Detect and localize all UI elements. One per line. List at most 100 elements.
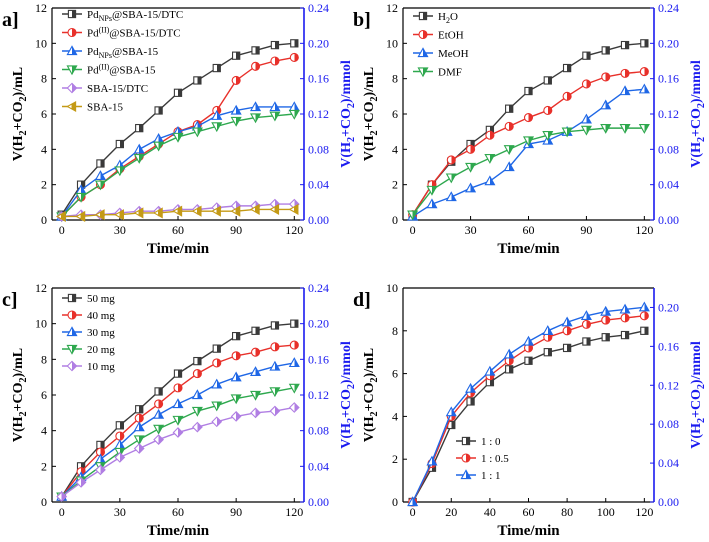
y2-tick-label: 0.04 [308, 178, 329, 192]
data-point [620, 313, 630, 323]
y-tick-label: 6 [392, 107, 398, 121]
data-point [638, 123, 650, 134]
legend-marker [417, 47, 429, 58]
legend-marker [460, 469, 472, 480]
data-point [619, 303, 631, 314]
data-point [232, 331, 241, 341]
x-tick-label: 90 [580, 223, 592, 237]
y2-tick-label: 0.24 [308, 281, 329, 295]
data-point [505, 104, 514, 113]
x-tick-label: 30 [114, 505, 126, 519]
data-point [288, 383, 300, 394]
data-point [95, 464, 106, 476]
legend-marker [418, 11, 428, 21]
data-point [288, 203, 299, 215]
data-point [211, 416, 223, 428]
data-point [620, 330, 630, 340]
data-point [251, 46, 260, 55]
data-point [249, 113, 262, 124]
legend-marker [66, 360, 78, 372]
legend-marker [67, 310, 77, 320]
data-point [562, 91, 572, 101]
data-point [191, 389, 203, 400]
y2-tick-label: 0.20 [308, 36, 329, 50]
data-point [426, 198, 438, 209]
x-tick-label: 100 [597, 505, 615, 519]
data-point [133, 443, 145, 454]
data-point [503, 145, 515, 156]
data-point [94, 180, 107, 191]
legend-marker [66, 65, 78, 76]
data-point [288, 402, 300, 413]
data-point [191, 127, 203, 138]
y-tick-label: 12 [386, 1, 398, 15]
y-tick-label: 8 [392, 324, 398, 338]
data-point [426, 185, 438, 196]
data-point [640, 326, 649, 335]
y-tick-label: 6 [41, 107, 47, 121]
data-point [172, 398, 184, 409]
data-point [172, 415, 184, 426]
y-tick-label: 2 [41, 459, 47, 473]
y-tick-label: 4 [41, 142, 47, 156]
x-tick-label: 60 [172, 223, 184, 237]
data-point [638, 301, 650, 312]
panel-d: 0 20 40 60 80 100 12002468100.000.040.080.120.… [353, 281, 707, 539]
data-point [133, 154, 145, 164]
data-point [445, 406, 457, 417]
data-point [269, 405, 281, 417]
data-point [542, 131, 554, 141]
data-point [133, 143, 145, 154]
data-point [269, 387, 281, 398]
data-point [230, 394, 242, 405]
data-point [114, 452, 126, 463]
x-tick-label: 0 [59, 223, 65, 237]
y2-tick-label: 0.04 [308, 459, 329, 473]
data-point [154, 106, 163, 115]
data-point [173, 369, 183, 378]
legend-marker [66, 344, 78, 355]
data-point [250, 407, 261, 419]
data-point [290, 39, 299, 48]
legend-marker [66, 82, 78, 94]
legend-entry: 1 : 0.5 [481, 453, 509, 465]
y2-tick-label: 0.24 [658, 1, 679, 15]
data-point [173, 383, 183, 393]
data-point [600, 99, 612, 110]
data-point [55, 210, 66, 223]
data-point [580, 310, 592, 320]
y2-tick-label: 0.08 [308, 142, 329, 156]
y2-tick-label: 0.00 [308, 495, 329, 509]
series-SBA-15 [55, 203, 299, 223]
data-point [230, 205, 241, 217]
data-point [485, 130, 495, 140]
legend-entry: 20 mg [87, 344, 115, 356]
data-point [152, 207, 163, 219]
data-point [484, 175, 496, 186]
data-point [269, 360, 281, 371]
x-tick-label: 0 [59, 505, 65, 519]
legend-entry: 10 mg [87, 361, 115, 373]
y-tick-label: 12 [35, 1, 47, 15]
y2-tick-label: 0.16 [658, 72, 679, 86]
data-point [94, 170, 107, 180]
data-point [172, 427, 184, 438]
data-point [503, 161, 515, 172]
data-point [230, 371, 242, 382]
data-point [466, 397, 475, 406]
x-axis-label: Time/min [497, 241, 560, 257]
data-point [601, 333, 610, 342]
data-point [289, 340, 299, 350]
data-point [543, 105, 553, 116]
legend-entry: Pd(II)@SBA-15/DTC [87, 26, 181, 40]
data-point [75, 210, 86, 223]
data-point [619, 85, 631, 96]
data-point [562, 63, 572, 73]
y2-tick-label: 0.20 [658, 300, 679, 314]
data-point [465, 182, 477, 193]
legend-entry: 30 mg [87, 327, 115, 339]
data-point [581, 319, 591, 329]
data-point [154, 387, 163, 396]
x-axis-label: Time/min [147, 523, 210, 539]
data-point [484, 154, 496, 164]
